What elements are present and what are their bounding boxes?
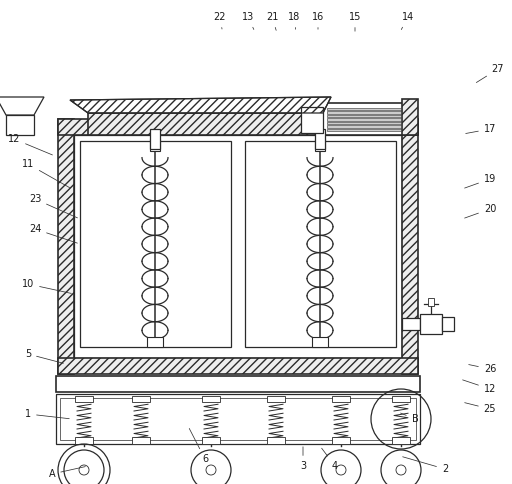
Text: 18: 18 [288,12,300,29]
Bar [58,119,418,135]
Bar [80,141,231,347]
Bar [327,129,401,131]
Bar [332,437,350,444]
Text: 2: 2 [402,457,448,474]
Bar [88,113,323,135]
Text: 10: 10 [22,279,71,293]
Bar [267,437,285,444]
Circle shape [381,450,421,484]
Bar [392,437,410,444]
Bar [75,396,93,402]
Text: 21: 21 [266,12,278,30]
Bar [267,396,285,402]
Text: 20: 20 [464,204,496,218]
Bar [391,464,411,470]
Text: 26: 26 [468,364,496,374]
Text: 27: 27 [476,64,504,83]
Text: A: A [49,467,86,479]
Text: 14: 14 [401,12,414,30]
Bar [150,129,160,149]
Bar [75,437,93,444]
Text: 15: 15 [349,12,361,31]
Bar [74,464,94,470]
Text: 12: 12 [463,380,496,394]
Circle shape [191,450,231,484]
Bar [327,118,401,121]
Bar [60,398,416,440]
Text: 19: 19 [464,174,496,188]
Bar [58,119,74,374]
Bar [402,99,418,135]
Bar [312,337,328,347]
Bar [392,396,410,402]
Bar [202,396,220,402]
Bar [132,437,150,444]
Text: 11: 11 [22,159,70,188]
Bar [327,122,401,124]
Text: 12: 12 [8,134,52,155]
Text: 1: 1 [25,409,69,419]
Polygon shape [0,97,44,115]
Text: 24: 24 [29,224,77,243]
Bar [402,318,420,330]
Bar [150,139,160,151]
Text: 17: 17 [466,124,496,134]
Bar [420,314,442,334]
Bar [315,139,325,151]
Circle shape [79,465,89,475]
Text: 22: 22 [214,12,226,29]
Text: 3: 3 [300,447,306,471]
Circle shape [321,450,361,484]
Text: B: B [400,413,418,424]
Text: 25: 25 [465,403,496,414]
Text: 13: 13 [242,12,254,30]
Text: 4: 4 [322,448,338,471]
Bar [301,107,323,133]
Bar [442,317,454,331]
Bar [6,115,34,135]
Bar [315,129,325,149]
Text: 23: 23 [29,194,77,218]
Bar [327,108,401,110]
Bar [56,376,420,392]
Bar [201,464,221,470]
Bar [58,358,418,374]
Bar [327,115,401,117]
Bar [147,337,163,347]
Bar [402,119,418,374]
Circle shape [64,450,104,484]
Bar [132,396,150,402]
Circle shape [336,465,346,475]
Bar [202,437,220,444]
Polygon shape [70,97,331,113]
Text: 5: 5 [25,349,63,363]
Text: 6: 6 [189,428,208,464]
Circle shape [206,465,216,475]
Bar [245,141,396,347]
Bar [74,135,402,358]
Text: 16: 16 [312,12,324,29]
Bar [327,111,401,114]
Bar [327,125,401,128]
Bar [56,394,420,444]
Circle shape [396,465,406,475]
Bar [323,103,405,135]
Bar [428,298,434,306]
Bar [332,396,350,402]
Bar [331,464,351,470]
